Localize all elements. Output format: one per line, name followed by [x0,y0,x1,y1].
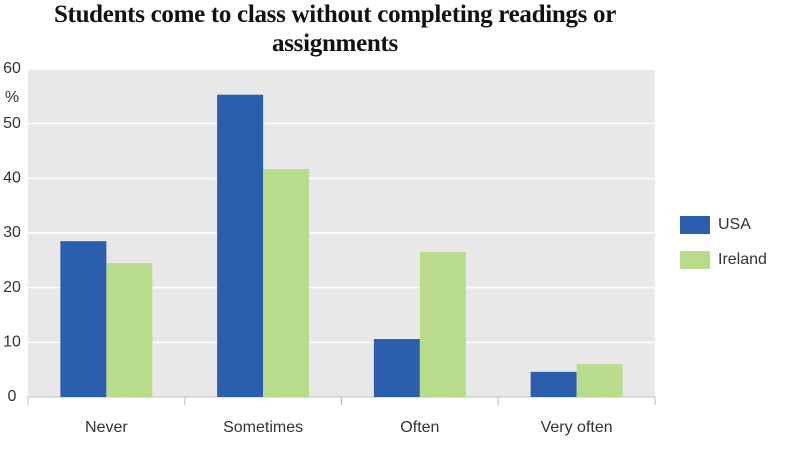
y-tick-label: 20 [3,279,21,296]
bar [106,263,153,397]
bar [373,339,420,397]
x-tick-label: Never [85,419,128,436]
bar [419,252,466,397]
bar [576,364,623,397]
bar [263,169,310,397]
y-axis-label: % [5,89,19,106]
x-tick-label: Sometimes [223,419,303,436]
x-tick-label: Very often [541,419,613,436]
bar [60,241,107,397]
y-tick-label: 10 [3,334,21,351]
y-tick-label: 30 [3,224,21,241]
x-tick-label: Often [400,419,439,436]
bar [530,371,577,397]
legend-swatch [680,251,710,269]
y-tick-label: 60 [3,60,21,77]
y-tick-label: 50 [3,115,21,132]
chart-title: Students come to class without completin… [53,1,617,57]
bar [217,94,264,398]
legend-label: USA [718,216,751,233]
legend-label: Ireland [718,251,767,268]
legend-swatch [680,216,710,234]
y-tick-label: 40 [3,170,21,187]
y-tick-label: 0 [8,388,17,405]
